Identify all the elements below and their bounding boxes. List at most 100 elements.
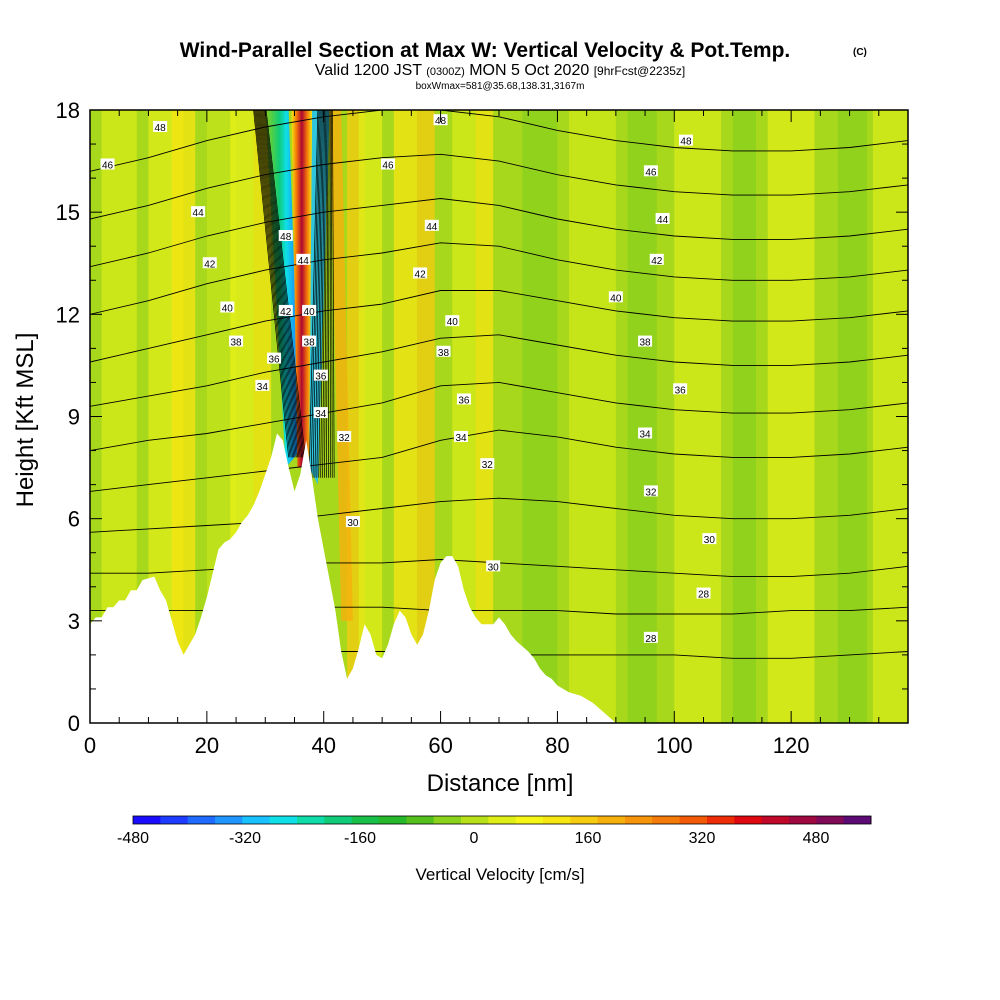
contour-label-box	[643, 165, 658, 177]
contour-label-box	[337, 430, 352, 442]
colorbar-swatch	[679, 816, 708, 824]
colorbar-swatch	[816, 816, 845, 824]
contour-label: 40	[302, 304, 317, 318]
velocity-band	[837, 110, 868, 723]
contour-label: 34	[313, 407, 328, 420]
contour-label-box	[702, 533, 717, 545]
chart-title: Wind-Parallel Section at Max W: Vertical…	[180, 39, 791, 62]
contour-label-text: 36	[315, 372, 327, 383]
contour-label-box	[673, 383, 688, 395]
contour-label-text: 30	[704, 535, 716, 546]
colorbar-tick-label: -480	[117, 830, 149, 847]
colorbar-swatch	[433, 816, 462, 824]
theta-contour	[261, 110, 301, 458]
contour-label-text: 32	[482, 460, 494, 471]
contour-label-box	[649, 253, 664, 265]
theta-contour	[332, 110, 335, 478]
contour-label: 48	[153, 121, 168, 134]
contour-label: 30	[702, 533, 717, 546]
contour-label-text: 48	[280, 232, 292, 243]
contour-label: 36	[456, 393, 471, 406]
y-tick-label: 15	[56, 200, 80, 225]
contour-label-box	[302, 335, 317, 347]
theta-contour	[264, 110, 305, 458]
plot-area: 48 46 44 42 40 38 34 36 48 42 44 40 38 36 34 32 30 46 48 44…	[90, 110, 908, 723]
velocity-band	[569, 110, 616, 723]
velocity-band	[674, 110, 722, 723]
contour-label: 42	[649, 253, 664, 267]
contour-label-text: 42	[415, 269, 427, 280]
contour-label-box	[643, 631, 658, 643]
contour-label-box	[638, 335, 653, 347]
contour-label-box	[678, 134, 693, 146]
theta-contour	[257, 110, 295, 458]
theta-contour	[90, 242, 908, 315]
contour-label-box	[267, 352, 282, 364]
contour-label-text: 40	[447, 317, 459, 328]
contour-label: 32	[643, 485, 658, 498]
theta-contour	[331, 110, 333, 478]
x-tick-label: 120	[773, 733, 810, 758]
theta-contour-labels: 48 46 44 42 40 38 34 36 48 42 44 40 38 36 34 32 30 46 48 44…	[100, 114, 717, 645]
colorbar-swatch	[488, 816, 517, 824]
colorbar: -480 -320 -160 0 160 320 480	[117, 815, 872, 847]
theta-contour	[310, 110, 320, 478]
contour-label-box	[456, 393, 471, 405]
contour-label-text: 44	[426, 222, 438, 233]
contour-label-text: 44	[193, 208, 205, 219]
contour-label-text: 36	[268, 355, 280, 366]
contour-label: 48	[278, 230, 293, 243]
contour-label: 42	[202, 257, 217, 270]
contour-label: 36	[673, 383, 688, 396]
contour-label-text: 38	[231, 338, 243, 349]
contour-label: 40	[608, 291, 623, 304]
theta-contour	[256, 110, 293, 458]
colorbar-swatch	[297, 816, 325, 824]
colorbar-swatch	[269, 816, 298, 824]
theta-contour	[90, 198, 908, 268]
theta-contour	[90, 497, 908, 533]
colorbar-tick-label: 320	[689, 830, 716, 847]
contour-label-text: 46	[645, 167, 657, 178]
contour-label-box	[608, 291, 623, 303]
colorbar-swatch	[324, 816, 353, 824]
contour-label-box	[313, 407, 328, 419]
contour-label: 44	[191, 206, 206, 219]
velocity-band	[732, 110, 757, 723]
contour-label: 44	[424, 219, 439, 233]
contour-label: 34	[638, 427, 653, 441]
colorbar-swatch	[597, 816, 626, 824]
theta-contour	[308, 110, 319, 478]
contour-label: 48	[678, 134, 693, 148]
x-tick-label: 100	[656, 733, 693, 758]
y-tick-label: 0	[68, 711, 80, 736]
colorbar-swatch	[187, 816, 216, 824]
colorbar-swatch	[734, 816, 763, 824]
contour-label-box	[345, 516, 360, 528]
x-axis-label: Distance [nm]	[427, 770, 574, 797]
velocity-band	[522, 110, 558, 723]
contour-label-text: 34	[455, 433, 467, 444]
colorbar-tick-label: 160	[575, 830, 602, 847]
contour-label: 34	[454, 430, 469, 444]
colorbar-swatch	[133, 816, 161, 824]
colorbar-swatch	[461, 816, 489, 824]
contour-label: 32	[337, 430, 352, 444]
colorbar-swatch	[242, 816, 271, 824]
contour-label: 36	[313, 369, 328, 383]
x-tick-label: 80	[545, 733, 569, 758]
velocity-band	[627, 110, 657, 723]
x-tick-label: 0	[84, 733, 96, 758]
contour-label-box	[655, 212, 670, 224]
contour-label-box	[643, 485, 658, 497]
colorbar-swatch	[160, 816, 189, 824]
velocity-band	[393, 110, 418, 723]
velocity-band	[171, 110, 196, 723]
contour-label-text: 34	[315, 409, 327, 420]
theta-contour	[265, 110, 306, 458]
theta-contour	[90, 334, 908, 407]
contour-label-box	[486, 560, 501, 572]
contour-label-text: 28	[698, 590, 710, 601]
theta-contour	[90, 429, 908, 492]
contour-label-box	[153, 121, 168, 133]
